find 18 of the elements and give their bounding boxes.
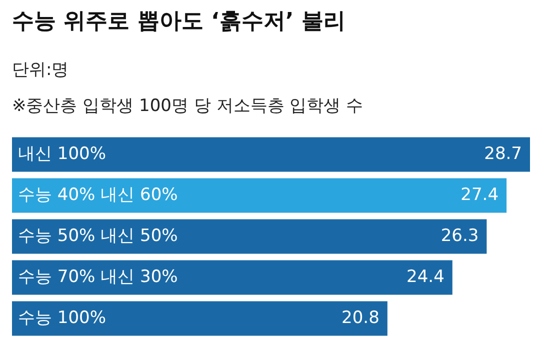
data-label: 20.8 — [342, 308, 380, 328]
bar — [12, 260, 452, 295]
text: ※중산층 입학생 100명 당 저소득층 입학생 수 — [12, 95, 364, 117]
y-tick-label: 수능 100% — [18, 308, 106, 328]
y-tick-label: 수능 50% 내신 50% — [18, 226, 178, 246]
bar — [12, 301, 388, 336]
y-tick-label: 수능 40% 내신 60% — [18, 184, 178, 205]
y-tick-label: 내신 100% — [18, 144, 106, 164]
data-label: 28.7 — [484, 144, 522, 164]
bar — [12, 137, 530, 172]
bar — [12, 178, 507, 213]
bar — [12, 219, 487, 254]
data-label: 24.4 — [406, 266, 444, 287]
data-label: 27.4 — [460, 184, 499, 205]
y-tick-label: 수능 70% 내신 30% — [18, 266, 178, 287]
chart-title: 수능 위주로 뽑아도 ‘흙수저’ 불리 — [12, 8, 346, 36]
data-label: 26.3 — [440, 226, 479, 246]
chart-subtitle: 단위:명 — [12, 59, 69, 81]
